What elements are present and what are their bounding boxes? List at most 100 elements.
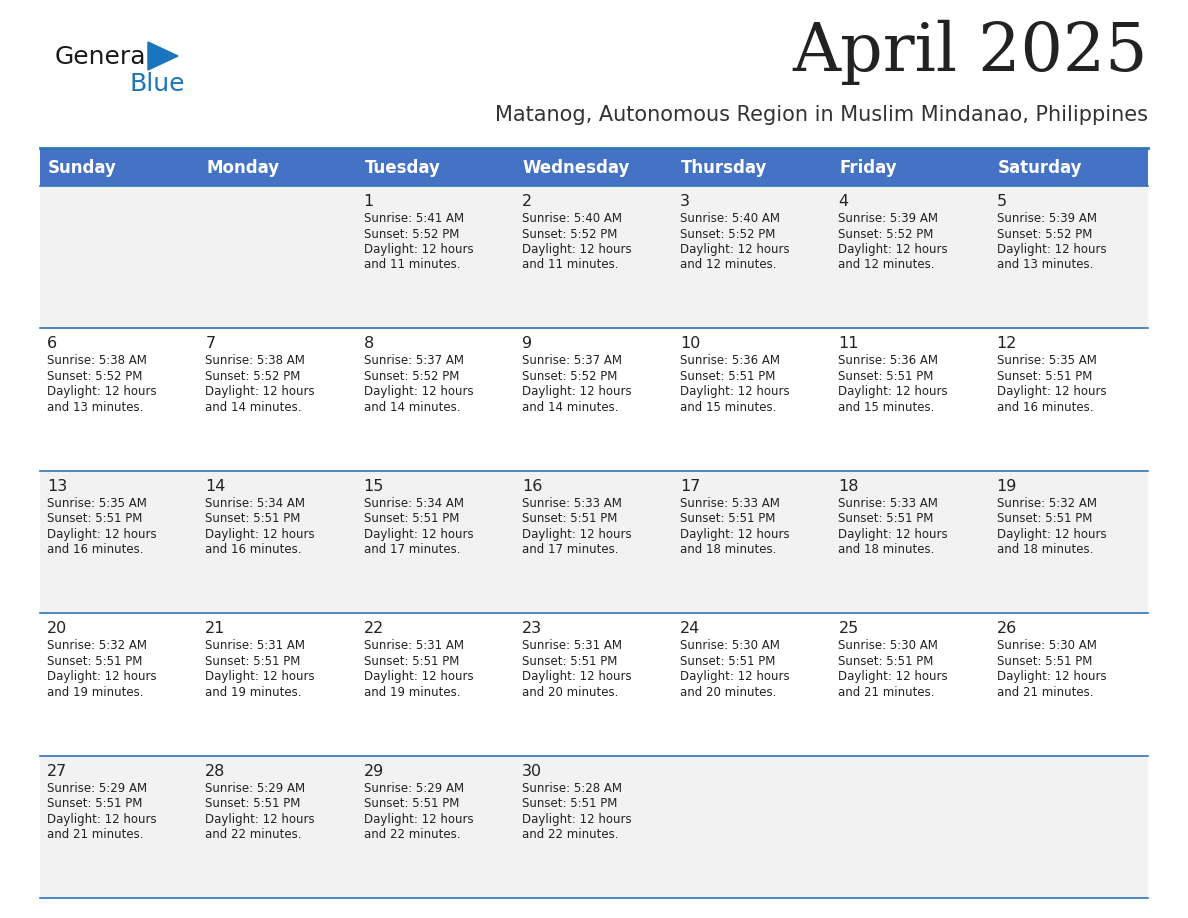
Bar	[40, 613, 1148, 756]
Text: Daylight: 12 hours: Daylight: 12 hours	[839, 386, 948, 398]
Text: and 13 minutes.: and 13 minutes.	[48, 401, 144, 414]
Text: 12: 12	[997, 336, 1017, 352]
Text: Daylight: 12 hours: Daylight: 12 hours	[681, 670, 790, 683]
Text: Sunrise: 5:34 AM: Sunrise: 5:34 AM	[364, 497, 463, 509]
Text: Sunrise: 5:36 AM: Sunrise: 5:36 AM	[839, 354, 939, 367]
Text: and 16 minutes.: and 16 minutes.	[206, 543, 302, 556]
Text: and 15 minutes.: and 15 minutes.	[681, 401, 777, 414]
Text: Sunset: 5:51 PM: Sunset: 5:51 PM	[364, 655, 459, 667]
Text: and 22 minutes.: and 22 minutes.	[522, 828, 619, 841]
Text: Daylight: 12 hours: Daylight: 12 hours	[997, 528, 1106, 541]
Text: 4: 4	[839, 194, 848, 209]
Text: Sunset: 5:52 PM: Sunset: 5:52 PM	[522, 228, 618, 241]
Text: Sunset: 5:52 PM: Sunset: 5:52 PM	[364, 228, 459, 241]
Text: 21: 21	[206, 621, 226, 636]
Bar	[40, 186, 1148, 329]
Text: 10: 10	[681, 336, 701, 352]
Text: Daylight: 12 hours: Daylight: 12 hours	[997, 243, 1106, 256]
Text: and 14 minutes.: and 14 minutes.	[522, 401, 619, 414]
Text: Daylight: 12 hours: Daylight: 12 hours	[48, 528, 157, 541]
Text: and 12 minutes.: and 12 minutes.	[681, 259, 777, 272]
Text: Sunset: 5:51 PM: Sunset: 5:51 PM	[522, 512, 618, 525]
Text: Sunrise: 5:34 AM: Sunrise: 5:34 AM	[206, 497, 305, 509]
Text: 26: 26	[997, 621, 1017, 636]
Text: and 22 minutes.: and 22 minutes.	[364, 828, 460, 841]
Text: and 15 minutes.: and 15 minutes.	[839, 401, 935, 414]
Text: and 14 minutes.: and 14 minutes.	[206, 401, 302, 414]
Text: Sunset: 5:52 PM: Sunset: 5:52 PM	[997, 228, 1092, 241]
Text: Sunset: 5:52 PM: Sunset: 5:52 PM	[681, 228, 776, 241]
Text: 20: 20	[48, 621, 68, 636]
Text: Sunset: 5:51 PM: Sunset: 5:51 PM	[522, 797, 618, 810]
Text: Sunset: 5:51 PM: Sunset: 5:51 PM	[364, 512, 459, 525]
Text: and 21 minutes.: and 21 minutes.	[839, 686, 935, 699]
Text: General: General	[55, 45, 153, 69]
Polygon shape	[148, 42, 178, 70]
Text: 2: 2	[522, 194, 532, 209]
Text: and 12 minutes.: and 12 minutes.	[839, 259, 935, 272]
Text: Sunrise: 5:30 AM: Sunrise: 5:30 AM	[839, 639, 939, 652]
Text: Sunrise: 5:37 AM: Sunrise: 5:37 AM	[364, 354, 463, 367]
Text: Sunrise: 5:37 AM: Sunrise: 5:37 AM	[522, 354, 621, 367]
Text: Daylight: 12 hours: Daylight: 12 hours	[48, 812, 157, 825]
Text: Daylight: 12 hours: Daylight: 12 hours	[364, 528, 473, 541]
Text: 16: 16	[522, 479, 542, 494]
Text: April 2025: April 2025	[792, 20, 1148, 85]
Text: and 18 minutes.: and 18 minutes.	[681, 543, 777, 556]
Text: Sunset: 5:52 PM: Sunset: 5:52 PM	[839, 228, 934, 241]
Bar	[198, 148, 356, 186]
Text: Daylight: 12 hours: Daylight: 12 hours	[206, 386, 315, 398]
Text: and 14 minutes.: and 14 minutes.	[364, 401, 460, 414]
Bar	[40, 756, 1148, 898]
Text: Daylight: 12 hours: Daylight: 12 hours	[206, 528, 315, 541]
Text: Sunrise: 5:30 AM: Sunrise: 5:30 AM	[681, 639, 781, 652]
Text: Sunrise: 5:39 AM: Sunrise: 5:39 AM	[839, 212, 939, 225]
Text: 25: 25	[839, 621, 859, 636]
Text: Sunset: 5:52 PM: Sunset: 5:52 PM	[48, 370, 143, 383]
Text: Sunrise: 5:32 AM: Sunrise: 5:32 AM	[997, 497, 1097, 509]
Text: Sunrise: 5:30 AM: Sunrise: 5:30 AM	[997, 639, 1097, 652]
Text: Sunrise: 5:29 AM: Sunrise: 5:29 AM	[48, 781, 147, 795]
Text: Sunset: 5:51 PM: Sunset: 5:51 PM	[364, 797, 459, 810]
Text: Sunrise: 5:31 AM: Sunrise: 5:31 AM	[364, 639, 463, 652]
Text: Monday: Monday	[207, 159, 279, 177]
Text: 15: 15	[364, 479, 384, 494]
Text: Daylight: 12 hours: Daylight: 12 hours	[48, 670, 157, 683]
Text: Sunrise: 5:41 AM: Sunrise: 5:41 AM	[364, 212, 463, 225]
Text: Sunrise: 5:36 AM: Sunrise: 5:36 AM	[681, 354, 781, 367]
Text: Daylight: 12 hours: Daylight: 12 hours	[206, 812, 315, 825]
Text: Daylight: 12 hours: Daylight: 12 hours	[522, 670, 632, 683]
Text: Sunset: 5:51 PM: Sunset: 5:51 PM	[997, 512, 1092, 525]
Text: Saturday: Saturday	[998, 159, 1082, 177]
Text: 8: 8	[364, 336, 374, 352]
Text: Sunset: 5:51 PM: Sunset: 5:51 PM	[48, 797, 143, 810]
Text: 7: 7	[206, 336, 215, 352]
Text: Daylight: 12 hours: Daylight: 12 hours	[522, 812, 632, 825]
Bar	[514, 148, 674, 186]
Text: Daylight: 12 hours: Daylight: 12 hours	[48, 386, 157, 398]
Text: Sunrise: 5:28 AM: Sunrise: 5:28 AM	[522, 781, 621, 795]
Text: Sunset: 5:51 PM: Sunset: 5:51 PM	[997, 370, 1092, 383]
Text: 1: 1	[364, 194, 374, 209]
Text: Sunrise: 5:29 AM: Sunrise: 5:29 AM	[364, 781, 463, 795]
Text: and 22 minutes.: and 22 minutes.	[206, 828, 302, 841]
Text: 9: 9	[522, 336, 532, 352]
Text: Daylight: 12 hours: Daylight: 12 hours	[681, 243, 790, 256]
Text: 11: 11	[839, 336, 859, 352]
Text: Sunrise: 5:32 AM: Sunrise: 5:32 AM	[48, 639, 147, 652]
Text: Daylight: 12 hours: Daylight: 12 hours	[522, 386, 632, 398]
Text: and 11 minutes.: and 11 minutes.	[522, 259, 619, 272]
Text: 28: 28	[206, 764, 226, 778]
Text: 18: 18	[839, 479, 859, 494]
Text: and 18 minutes.: and 18 minutes.	[839, 543, 935, 556]
Text: Sunset: 5:51 PM: Sunset: 5:51 PM	[681, 512, 776, 525]
Text: Sunrise: 5:29 AM: Sunrise: 5:29 AM	[206, 781, 305, 795]
Text: and 11 minutes.: and 11 minutes.	[364, 259, 460, 272]
Text: Sunset: 5:51 PM: Sunset: 5:51 PM	[839, 655, 934, 667]
Text: Sunrise: 5:35 AM: Sunrise: 5:35 AM	[997, 354, 1097, 367]
Text: Daylight: 12 hours: Daylight: 12 hours	[364, 386, 473, 398]
Bar	[40, 329, 1148, 471]
Text: Daylight: 12 hours: Daylight: 12 hours	[364, 812, 473, 825]
Text: 5: 5	[997, 194, 1007, 209]
Text: and 20 minutes.: and 20 minutes.	[681, 686, 777, 699]
